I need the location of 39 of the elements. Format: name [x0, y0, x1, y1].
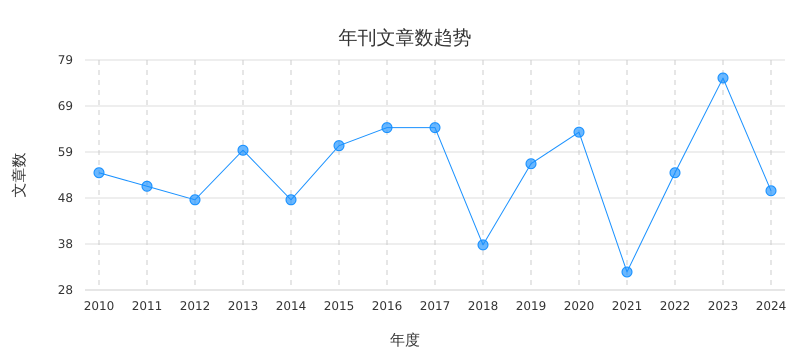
- x-axis-title: 年度: [390, 331, 420, 349]
- point: [478, 239, 488, 250]
- x-tick-label: 2021: [612, 299, 642, 313]
- point: [526, 158, 536, 170]
- x-tick-label: 2023: [708, 299, 738, 313]
- point: [94, 167, 104, 178]
- x-tick-label: 2015: [324, 299, 354, 313]
- x-tick-label: 2012: [180, 299, 210, 313]
- y-axis-title: 文章数: [10, 152, 28, 198]
- x-tick-label: 2017: [420, 299, 450, 313]
- point: [430, 122, 440, 134]
- point: [190, 194, 200, 206]
- x-tick-label: 2011: [132, 299, 162, 313]
- y-tick-label: 59: [58, 145, 73, 159]
- point: [142, 180, 152, 192]
- x-tick-label: 2020: [564, 299, 594, 313]
- y-tick-label: 69: [58, 99, 73, 113]
- y-tick-label: 38: [58, 237, 73, 251]
- x-tick-label: 2018: [468, 299, 498, 313]
- point: [334, 140, 344, 152]
- point: [382, 122, 392, 134]
- point: [574, 126, 584, 138]
- point: [286, 194, 296, 206]
- x-tick-label: 2022: [660, 299, 690, 313]
- x-tick-label: 2010: [84, 299, 114, 313]
- x-tick-label: 2024: [756, 299, 786, 313]
- y-tick-label: 28: [58, 283, 73, 297]
- point: [766, 185, 776, 196]
- point: [238, 144, 248, 156]
- x-tick-label: 2019: [516, 299, 546, 313]
- point: [718, 72, 728, 84]
- point: [670, 167, 680, 178]
- y-tick-label: 48: [58, 191, 73, 205]
- x-tick-label: 2016: [372, 299, 402, 313]
- x-tick-label: 2013: [228, 299, 258, 313]
- y-tick-label: 79: [58, 53, 73, 67]
- point: [622, 266, 632, 278]
- x-tick-label: 2014: [276, 299, 306, 313]
- chart-title: 年刊文章数趋势: [338, 27, 472, 49]
